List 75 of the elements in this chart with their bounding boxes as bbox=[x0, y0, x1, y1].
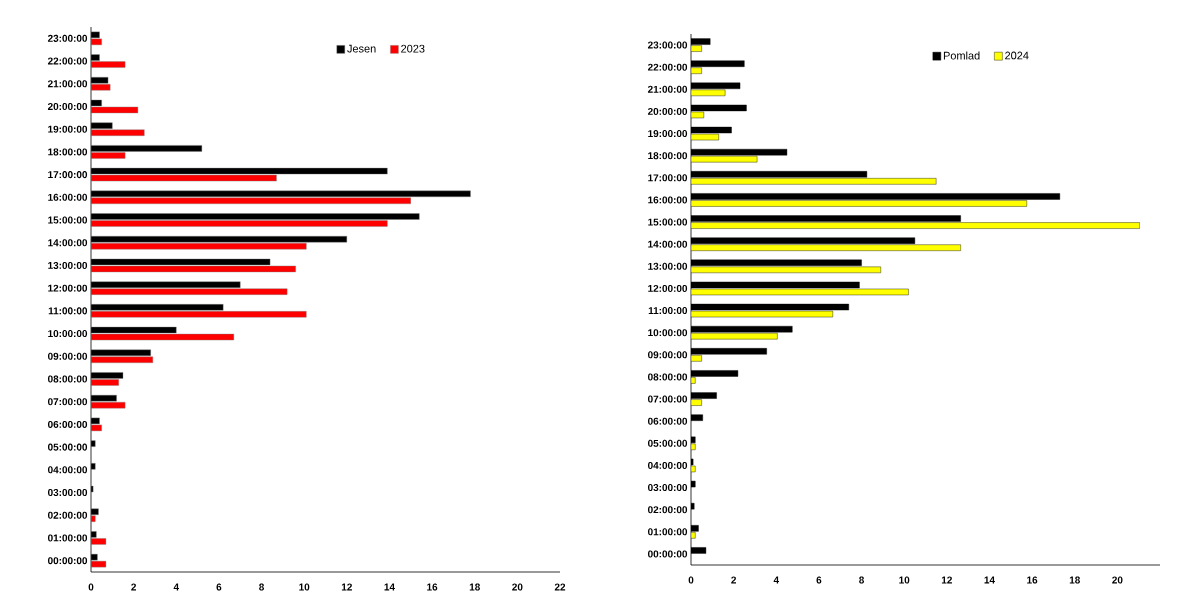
y-tick-label: 04:00:00 bbox=[648, 461, 688, 469]
y-tick-label: 02:00:00 bbox=[47, 511, 88, 519]
y-tick-label: 16:00:00 bbox=[648, 196, 688, 204]
x-tick-label: 0 bbox=[688, 576, 694, 584]
y-tick-label: 01:00:00 bbox=[47, 534, 88, 542]
y-tick-label: 18:00:00 bbox=[648, 152, 688, 160]
y-tick-label: 17:00:00 bbox=[648, 174, 688, 182]
y-tick-label: 23:00:00 bbox=[47, 34, 88, 42]
x-tick-label: 18 bbox=[469, 583, 480, 591]
x-tick-label: 2 bbox=[131, 583, 137, 591]
y-tick-label: 20:00:00 bbox=[647, 107, 688, 115]
x-tick-label: 22 bbox=[554, 583, 566, 591]
y-tick-label: 16:00:00 bbox=[48, 193, 88, 201]
x-tick-label: 14 bbox=[384, 583, 395, 591]
y-tick-label: 14:00:00 bbox=[648, 240, 688, 248]
y-tick-label: 22:00:00 bbox=[647, 63, 688, 71]
x-tick-label: 2 bbox=[731, 576, 737, 584]
y-tick-label: 06:00:00 bbox=[47, 420, 88, 428]
x-tick-label: 12 bbox=[341, 583, 352, 591]
x-tick-label: 10 bbox=[299, 583, 310, 591]
x-tick-label: 20 bbox=[512, 583, 523, 591]
y-tick-label: 15:00:00 bbox=[48, 216, 88, 224]
legend-label: 2023 bbox=[401, 44, 425, 53]
x-tick-label: 10 bbox=[899, 576, 910, 584]
x-tick-label: 6 bbox=[816, 576, 822, 584]
y-tick-label: 23:00:00 bbox=[647, 41, 688, 49]
x-tick-label: 20 bbox=[1112, 576, 1123, 584]
y-tick-label: 07:00:00 bbox=[648, 395, 688, 403]
x-tick-label: 12 bbox=[941, 576, 952, 584]
x-tick-label: 18 bbox=[1069, 576, 1080, 584]
y-tick-label: 14:00:00 bbox=[48, 239, 88, 247]
y-tick-label: 19:00:00 bbox=[48, 125, 88, 133]
y-tick-label: 03:00:00 bbox=[47, 489, 88, 497]
x-tick-label: 4 bbox=[173, 583, 179, 591]
legend-label: 2024 bbox=[1005, 51, 1029, 60]
y-tick-label: 13:00:00 bbox=[48, 261, 88, 269]
y-tick-label: 22:00:00 bbox=[47, 57, 88, 65]
y-tick-label: 09:00:00 bbox=[47, 352, 88, 360]
y-tick-label: 21:00:00 bbox=[647, 85, 688, 93]
y-tick-label: 06:00:00 bbox=[648, 417, 688, 425]
x-tick-label: 8 bbox=[259, 583, 265, 591]
y-tick-label: 02:00:00 bbox=[648, 506, 688, 514]
y-tick-label: 09:00:00 bbox=[648, 351, 688, 359]
y-tick-label: 00:00:00 bbox=[648, 550, 688, 558]
y-tick-label: 08:00:00 bbox=[47, 375, 88, 383]
y-tick-label: 19:00:00 bbox=[648, 130, 688, 138]
y-tick-label: 18:00:00 bbox=[48, 148, 88, 156]
y-tick-label: 00:00:00 bbox=[47, 557, 88, 565]
y-tick-label: 17:00:00 bbox=[48, 171, 88, 179]
x-tick-label: 16 bbox=[427, 583, 438, 591]
y-tick-label: 15:00:00 bbox=[648, 218, 688, 226]
y-tick-label: 10:00:00 bbox=[648, 329, 688, 337]
y-tick-label: 05:00:00 bbox=[648, 439, 688, 447]
y-tick-label: 21:00:00 bbox=[47, 80, 88, 88]
x-tick-label: 6 bbox=[216, 583, 222, 591]
legend-label: Pomlad bbox=[943, 51, 980, 60]
x-tick-label: 16 bbox=[1027, 576, 1038, 584]
x-tick-label: 4 bbox=[773, 576, 779, 584]
y-tick-label: 05:00:00 bbox=[47, 443, 88, 451]
y-tick-label: 10:00:00 bbox=[48, 330, 88, 338]
y-tick-label: 12:00:00 bbox=[648, 284, 688, 292]
y-tick-label: 04:00:00 bbox=[47, 466, 88, 474]
y-tick-label: 11:00:00 bbox=[48, 307, 88, 315]
y-tick-label: 03:00:00 bbox=[648, 484, 688, 492]
y-tick-label: 20:00:00 bbox=[47, 102, 88, 111]
x-tick-label: 0 bbox=[88, 583, 94, 591]
legend-label: Jesen bbox=[347, 44, 376, 53]
y-tick-label: 07:00:00 bbox=[47, 398, 88, 406]
y-tick-label: 11:00:00 bbox=[648, 307, 688, 315]
y-tick-label: 12:00:00 bbox=[48, 284, 88, 292]
y-tick-label: 01:00:00 bbox=[648, 528, 688, 536]
x-tick-label: 8 bbox=[859, 576, 865, 584]
y-tick-label: 13:00:00 bbox=[648, 262, 688, 270]
y-tick-label: 08:00:00 bbox=[648, 373, 688, 381]
x-tick-label: 14 bbox=[984, 576, 995, 584]
